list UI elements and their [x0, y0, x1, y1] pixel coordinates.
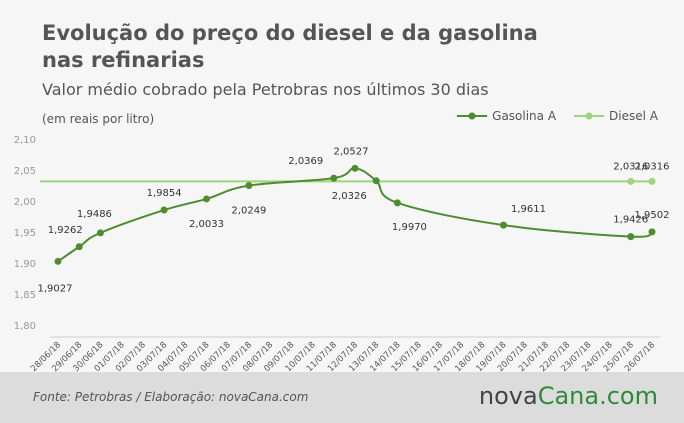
gasolina-data-label: 2,0249	[231, 206, 266, 217]
gasolina-point	[96, 229, 104, 237]
y-tick-label: 1,90	[14, 259, 36, 270]
gasolina-data-label: 1,9502	[635, 210, 670, 221]
legend-label-gasolina: Gasolina A	[492, 109, 557, 123]
legend-item-gasolina: Gasolina A	[457, 109, 556, 123]
diesel-point	[627, 177, 635, 185]
footer: Fonte: Petrobras / Elaboração: novaCana.…	[0, 372, 684, 423]
legend-swatch-gasolina	[457, 112, 488, 120]
gasolina-point	[203, 195, 210, 203]
y-tick-label: 2,00	[14, 197, 36, 208]
gasolina-data-label: 2,0369	[288, 156, 323, 167]
gasolina-point	[351, 164, 359, 172]
legend: Gasolina A Diesel A	[439, 109, 658, 123]
gasolina-point	[500, 221, 507, 229]
legend-item-diesel: Diesel A	[574, 109, 658, 123]
line-chart: 1,801,851,901,952,002,052,1028/06/1829/0…	[14, 135, 670, 372]
unit-label: (em reais por litro)	[42, 112, 155, 126]
gasolina-data-label: 2,0326	[332, 191, 367, 202]
legend-label-diesel: Diesel A	[609, 109, 658, 123]
diesel-point	[648, 177, 656, 185]
diesel-data-label: 2,0316	[635, 161, 670, 172]
gasolina-point	[245, 182, 253, 190]
gasolina-point	[160, 206, 168, 214]
gasolina-point	[54, 257, 62, 265]
y-tick-label: 2,10	[14, 135, 36, 146]
legend-swatch-diesel	[574, 112, 605, 120]
source-note: Fonte: Petrobras / Elaboração: novaCana.…	[33, 390, 309, 404]
y-tick-label: 1,85	[14, 290, 36, 301]
gasolina-point	[75, 243, 83, 251]
novacana-logo: novaCana.com	[479, 382, 658, 410]
chart-area: Evolução do preço do diesel e da gasolin…	[13, 20, 670, 372]
gasolina-data-label: 1,9426	[613, 215, 648, 226]
gasolina-data-label: 1,9486	[77, 209, 112, 220]
gasolina-data-label: 2,0527	[334, 146, 369, 157]
y-tick-label: 1,80	[14, 321, 36, 332]
gasolina-point	[648, 228, 656, 236]
gasolina-data-label: 1,9611	[511, 204, 546, 215]
gasolina-data-label: 1,9027	[38, 283, 73, 294]
gasolina-data-label: 1,9970	[392, 222, 427, 233]
gasolina-point	[330, 174, 338, 182]
gasolina-data-label: 1,9854	[147, 188, 182, 199]
gasolina-point	[393, 199, 401, 207]
series-line-gasolina	[57, 167, 653, 263]
chart-title: Evolução do preço do diesel e da gasolin…	[42, 20, 562, 74]
gasolina-point	[627, 233, 635, 241]
chart-title-line-2: nas refinarias	[42, 48, 205, 72]
gasolina-data-label: 2,0033	[189, 219, 224, 230]
gasolina-point	[372, 177, 380, 185]
y-tick-label: 1,95	[14, 228, 36, 239]
chart-title-line-1: Evolução do preço do diesel e da gasolin…	[42, 21, 538, 45]
gasolina-data-label: 1,9262	[48, 225, 83, 236]
logo-text-nova: nova	[478, 382, 538, 410]
chart-subtitle: Valor médio cobrado pela Petrobras nos ú…	[42, 80, 489, 99]
logo-text-cana: Cana.com	[537, 382, 658, 410]
diesel-data-label: 2,0316	[613, 161, 648, 172]
y-tick-label: 2,05	[14, 166, 36, 177]
